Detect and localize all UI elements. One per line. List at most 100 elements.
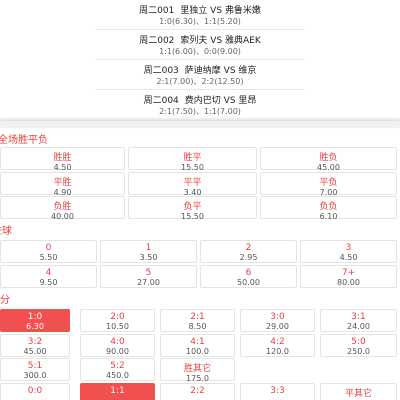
option-odds: 29.00 (266, 322, 289, 331)
option-odds: 6.30 (26, 322, 44, 331)
option-odds: 450.0 (106, 371, 129, 380)
option-odds: 120.0 (266, 346, 289, 356)
match-code: 周二004 (143, 96, 179, 106)
bet-option[interactable]: 3:3 (240, 382, 315, 400)
bet-option[interactable]: 4 9.50 (0, 264, 97, 288)
match-teams: 费内巴切 VS 里昂 (184, 96, 257, 106)
bet-option[interactable]: 胜胜 4.50 (0, 147, 125, 172)
option-label: 0 (45, 243, 52, 253)
option-label: 平负 (319, 177, 338, 188)
bet-option[interactable]: 4:0 90.00 (80, 333, 155, 357)
option-label: 4:0 (110, 336, 125, 347)
option-odds: 4.50 (339, 253, 358, 262)
option-odds: 3.40 (183, 187, 202, 197)
bet-option[interactable]: 负胜 40.00 (0, 196, 125, 221)
option-odds: 45.00 (23, 346, 47, 356)
bet-option[interactable]: 平其它 (320, 382, 397, 400)
option-label: 2:1 (190, 312, 205, 322)
option-label: 4:1 (190, 336, 205, 347)
option-label: 1:1 (110, 385, 125, 396)
option-label: 5:2 (110, 361, 125, 371)
bet-option[interactable]: 0 5.50 (0, 240, 97, 263)
bet-option[interactable]: 2:0 10.50 (80, 309, 155, 332)
match-title[interactable]: 周二003 萨迪纳摩 VS 维京 (0, 63, 400, 76)
match-code: 周二001 (139, 6, 175, 16)
match-title[interactable]: 周二002 索列夫 VS 雅典AEK (0, 33, 400, 46)
bet-option[interactable]: 5:1 300.0 (0, 358, 70, 381)
option-label: 2:0 (110, 312, 125, 322)
bet-option[interactable]: 2:2 (160, 382, 235, 400)
option-label: 3:3 (270, 385, 285, 396)
bet-option[interactable]: 4:2 120.0 (240, 333, 315, 357)
separator (95, 59, 305, 60)
option-label: 负平 (183, 202, 202, 212)
bet-option[interactable]: 0:0 (0, 382, 70, 400)
option-odds: 90.00 (106, 346, 129, 356)
section-heading: 全场胜平负 (0, 135, 48, 146)
option-label: 2:2 (190, 385, 205, 396)
match-title[interactable]: 周二004 费内巴切 VS 里昂 (0, 93, 400, 106)
option-odds: 15.50 (181, 212, 204, 221)
option-label: 7+ (341, 267, 356, 278)
match-teams: 萨迪纳摩 VS 维京 (184, 66, 257, 76)
option-odds: 50.00 (237, 277, 260, 287)
option-label: 0:0 (27, 385, 43, 396)
option-label: 胜胜 (53, 153, 72, 163)
option-label: 6 (245, 267, 252, 278)
bet-option[interactable]: 5 27.00 (100, 264, 197, 288)
option-odds: 300.0 (23, 371, 47, 380)
option-odds: 40.00 (51, 212, 74, 221)
bet-option[interactable]: 3 4.50 (300, 240, 397, 263)
bet-option[interactable]: 1:1 (80, 382, 155, 400)
option-odds: 2.95 (239, 253, 258, 262)
match-code: 周二003 (143, 66, 179, 76)
option-label: 胜其它 (183, 364, 211, 374)
option-odds: 250.0 (347, 346, 370, 356)
option-odds: 3.50 (139, 253, 158, 262)
section-heading: 比分 (0, 295, 10, 306)
option-odds: 6.10 (319, 212, 338, 221)
divider (0, 121, 400, 128)
bet-option[interactable]: 平负 7.00 (260, 171, 397, 197)
bet-option[interactable]: 胜其它 175.0 (160, 358, 235, 383)
bet-option[interactable]: 3:2 45.00 (0, 333, 70, 357)
bet-option[interactable]: 2 2.95 (200, 240, 297, 263)
option-label: 1:0 (27, 312, 43, 322)
bet-option[interactable]: 5:0 250.0 (320, 333, 397, 357)
bet-option[interactable]: 7+ 80.00 (300, 264, 397, 288)
bet-option[interactable]: 4:1 100.0 (160, 333, 235, 357)
bet-option[interactable]: 负负 6.10 (260, 196, 397, 221)
bet-option[interactable]: 平胜 4.90 (0, 171, 125, 197)
separator (95, 29, 305, 30)
bet-option[interactable]: 1:0 6.30 (0, 309, 70, 332)
bet-option[interactable]: 3:0 29.00 (240, 309, 315, 332)
option-label: 1 (145, 243, 152, 253)
option-odds: 80.00 (337, 277, 360, 287)
section-heading: 进球 (0, 226, 12, 237)
bet-option[interactable]: 负平 15.50 (128, 196, 257, 221)
option-label: 3:2 (27, 336, 43, 347)
option-odds: 4.90 (53, 187, 72, 197)
option-odds: 100.0 (186, 346, 209, 356)
option-label: 4 (45, 267, 52, 278)
match-odds: 2:1(7.00)、2:2(12.50) (156, 77, 244, 86)
match-title[interactable]: 周二001 里独立 VS 弗鲁米嫩 (0, 3, 400, 16)
bet-option[interactable]: 1 3.50 (100, 240, 197, 263)
match-odds: 1:1(6.00)、0:0(9.00) (159, 47, 241, 56)
bet-option[interactable]: 6 50.00 (200, 264, 297, 288)
bet-option[interactable]: 2:1 8.50 (160, 309, 235, 332)
option-odds: 175.0 (186, 374, 209, 383)
option-label: 3 (345, 243, 352, 253)
match-code: 周二002 (139, 36, 175, 46)
bet-option[interactable]: 5:2 450.0 (80, 358, 155, 381)
option-odds: 4.50 (53, 163, 72, 172)
option-label: 胜负 (319, 153, 338, 163)
bet-option[interactable]: 胜平 15.50 (128, 147, 257, 172)
bet-option[interactable]: 胜负 45.00 (260, 147, 397, 172)
bet-option[interactable]: 平平 3.40 (128, 171, 257, 197)
option-label: 5 (145, 267, 152, 278)
option-odds: 7.00 (319, 187, 338, 197)
separator (95, 89, 305, 90)
bet-option[interactable]: 3:1 24.00 (320, 309, 397, 332)
